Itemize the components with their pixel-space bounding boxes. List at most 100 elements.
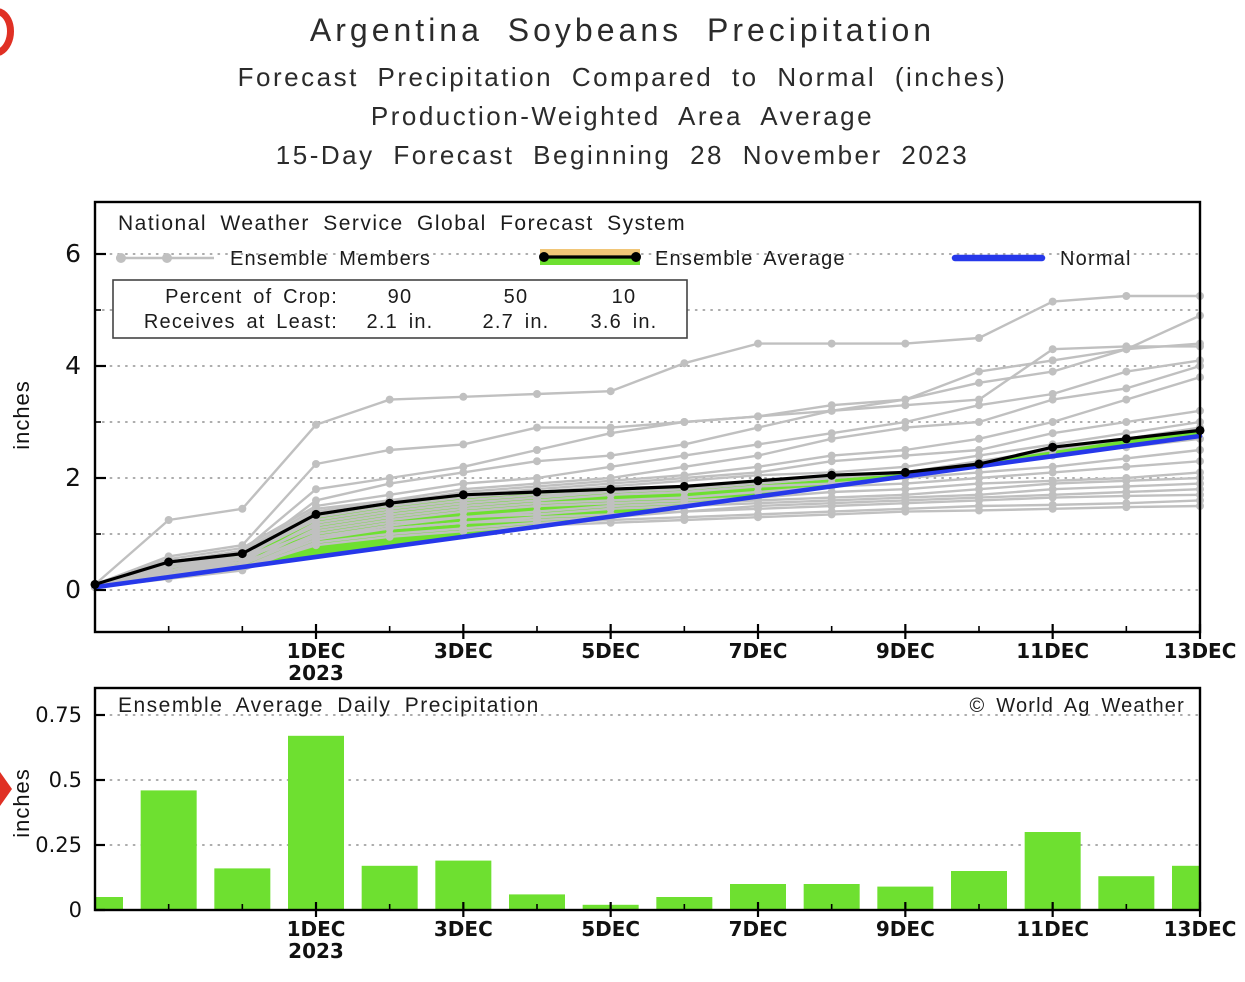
ensemble-member-dot <box>680 440 688 448</box>
legend-ensemble-members: Ensemble Members <box>116 248 431 270</box>
ensemble-average-dot <box>827 471 836 480</box>
y-tick-label: 0.5 <box>49 768 82 792</box>
y-tick-label: 0 <box>65 575 81 604</box>
ensemble-member-dot <box>1049 356 1057 364</box>
ensemble-member-dot <box>1122 384 1130 392</box>
ensemble-member-dot <box>754 424 762 432</box>
ensemble-member-dot <box>459 468 467 476</box>
ensemble-member-dot <box>459 393 467 401</box>
legend-normal: Normal <box>955 248 1132 270</box>
x-tick-label: 11DEC <box>1016 917 1089 941</box>
ensemble-member-dot <box>901 424 909 432</box>
y-tick-label: 0 <box>69 898 82 922</box>
x-tick-label: 9DEC <box>876 917 935 941</box>
x-tick-sublabel: 2023 <box>288 939 344 963</box>
ensemble-average-dot <box>754 476 763 485</box>
daily-precip-bar <box>288 736 344 910</box>
ensemble-average-dot <box>606 485 615 494</box>
ensemble-member-dot <box>828 510 836 518</box>
ensemble-member-dot <box>680 516 688 524</box>
cumulative-precip-chart: 1DEC20233DEC5DEC7DEC9DEC11DEC13DEC0246 N… <box>0 190 1245 690</box>
ensemble-member-dot <box>312 421 320 429</box>
ensemble-member-dot <box>533 424 541 432</box>
stats-row1-value: 10 <box>612 286 637 308</box>
x-tick-label: 13DEC <box>1164 917 1237 941</box>
ensemble-average-dot <box>459 490 468 499</box>
ensemble-member-dot <box>607 387 615 395</box>
legend-members-label: Ensemble Members <box>230 248 431 270</box>
title-block: Argentina Soybeans Precipitation Forecas… <box>0 12 1245 179</box>
legend-normal-label: Normal <box>1060 248 1132 270</box>
ensemble-member-dot <box>1049 418 1057 426</box>
ensemble-average-dot <box>1122 434 1131 443</box>
ensemble-member-dot <box>533 390 541 398</box>
ensemble-member-dot <box>165 516 173 524</box>
x-tick-label: 11DEC <box>1016 639 1089 663</box>
ensemble-average-dot <box>975 460 984 469</box>
x-tick-label: 1DEC <box>287 639 346 663</box>
stats-row1-value: 90 <box>388 286 413 308</box>
ensemble-member-dot <box>828 407 836 415</box>
x-tick-label: 1DEC <box>287 917 346 941</box>
ensemble-member-dot <box>1049 368 1057 376</box>
x-tick-label: 7DEC <box>729 639 788 663</box>
stats-row2-value: 2.7 in. <box>483 311 550 333</box>
ensemble-member-dot <box>459 440 467 448</box>
normal-line <box>95 436 1200 587</box>
ensemble-member-dot <box>1122 503 1130 511</box>
ensemble-member-dot <box>975 506 983 514</box>
ensemble-member-dot <box>607 463 615 471</box>
daily-precip-bar <box>214 868 270 910</box>
ensemble-member-dot <box>680 418 688 426</box>
x-tick-label: 3DEC <box>434 639 493 663</box>
ensemble-member-dot <box>1049 345 1057 353</box>
ensemble-member-dot <box>386 446 394 454</box>
y-tick-label: 4 <box>65 351 81 380</box>
ensemble-member-dot <box>1122 342 1130 350</box>
ensemble-member-dot <box>680 463 688 471</box>
y-tick-label: 6 <box>65 239 81 268</box>
ensemble-member-dot <box>386 396 394 404</box>
ensemble-member-dot <box>607 452 615 460</box>
x-tick-label: 7DEC <box>729 917 788 941</box>
member-legend-dot-icon <box>116 253 126 263</box>
bottom-chart-title: Ensemble Average Daily Precipitation <box>118 694 540 717</box>
ensemble-member-dot <box>975 418 983 426</box>
ensemble-member-dot <box>754 340 762 348</box>
daily-precip-bars-layer <box>67 736 1228 910</box>
ensemble-average-dot <box>164 558 173 567</box>
legend-average-label: Ensemble Average <box>655 248 846 270</box>
ensemble-member-dot <box>1122 492 1130 500</box>
x-tick-label: 5DEC <box>581 639 640 663</box>
stats-row2-value: 3.6 in. <box>591 311 658 333</box>
y-tick-label: 2 <box>65 463 81 492</box>
ensemble-member-dot <box>1122 454 1130 462</box>
data-source-label: National Weather Service Global Forecast… <box>118 212 686 235</box>
member-legend-dot-icon <box>162 253 172 263</box>
daily-precip-bar <box>362 866 418 910</box>
ensemble-member-dot <box>975 368 983 376</box>
ensemble-member-dot <box>1049 429 1057 437</box>
ensemble-member-dot <box>975 401 983 409</box>
subtitle-forecast-window: 15-Day Forecast Beginning 28 November 20… <box>0 140 1245 171</box>
stats-row2-value: 2.1 in. <box>367 311 434 333</box>
average-legend-dot-icon <box>631 252 641 262</box>
ensemble-member-dot <box>1122 396 1130 404</box>
ensemble-member-dot <box>754 412 762 420</box>
ensemble-member-dot <box>901 401 909 409</box>
stats-row1-value: 50 <box>504 286 529 308</box>
stats-row1-label: Percent of Crop: <box>165 286 338 308</box>
ensemble-member-dot <box>1049 494 1057 502</box>
ensemble-member-dot <box>975 334 983 342</box>
ensemble-member-dot <box>975 435 983 443</box>
ensemble-average-dot <box>1048 443 1057 452</box>
subtitle-comparison: Forecast Precipitation Compared to Norma… <box>0 62 1245 93</box>
ensemble-average-dot <box>385 499 394 508</box>
copyright-label: © World Ag Weather <box>970 695 1185 717</box>
x-tick-label: 9DEC <box>876 639 935 663</box>
bottom-gridlines-layer <box>95 715 1200 845</box>
daily-precip-bar <box>141 790 197 910</box>
ensemble-member-dot <box>1122 292 1130 300</box>
subtitle-area-average: Production-Weighted Area Average <box>0 101 1245 132</box>
ensemble-member-dot <box>1049 468 1057 476</box>
